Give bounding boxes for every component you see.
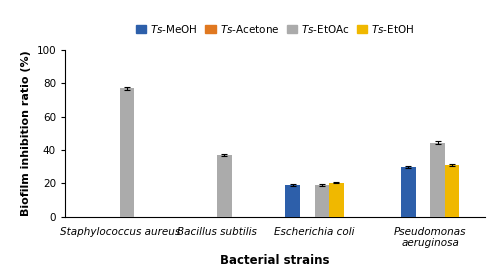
Bar bbox=[430, 143, 445, 217]
Legend: $\it{Ts}$-MeOH, $\it{Ts}$-Acetone, $\it{Ts}$-EtOAc, $\it{Ts}$-EtOH: $\it{Ts}$-MeOH, $\it{Ts}$-Acetone, $\it{… bbox=[132, 19, 418, 39]
X-axis label: Bacterial strains: Bacterial strains bbox=[220, 254, 330, 267]
Bar bbox=[445, 165, 460, 217]
Bar bbox=[401, 167, 415, 217]
Bar bbox=[329, 183, 344, 217]
Bar bbox=[314, 185, 329, 217]
Bar bbox=[120, 88, 134, 217]
Bar bbox=[286, 185, 300, 217]
Y-axis label: Biofilm inhibition ratio (%): Biofilm inhibition ratio (%) bbox=[21, 51, 31, 216]
Bar bbox=[217, 155, 232, 217]
